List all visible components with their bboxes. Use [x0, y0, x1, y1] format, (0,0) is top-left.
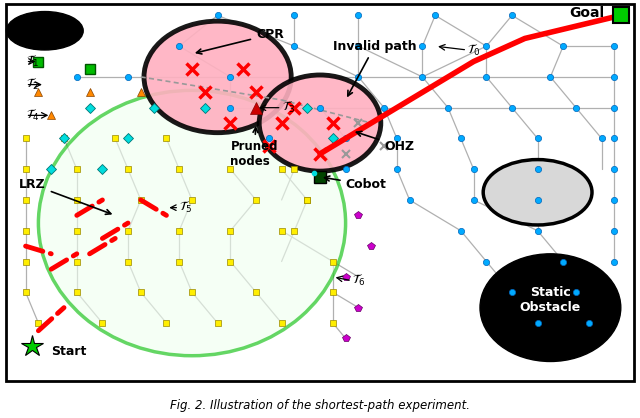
Ellipse shape [480, 254, 621, 362]
Circle shape [483, 160, 592, 225]
Text: Pruned
nodes: Pruned nodes [230, 127, 278, 168]
Text: Cobot: Cobot [324, 176, 387, 191]
Ellipse shape [259, 75, 381, 171]
Text: $\mathcal{T}_6$: $\mathcal{T}_6$ [352, 273, 365, 288]
Ellipse shape [144, 21, 291, 133]
Text: $\mathcal{T}_5$: $\mathcal{T}_5$ [179, 200, 193, 215]
Text: Invalid path: Invalid path [333, 40, 417, 96]
Text: $\mathcal{T}_3$: $\mathcal{T}_3$ [282, 100, 295, 115]
Text: OHZ: OHZ [356, 131, 414, 153]
Text: $\mathcal{T}_0$: $\mathcal{T}_0$ [467, 43, 481, 58]
Text: Goal: Goal [570, 6, 605, 20]
Ellipse shape [6, 12, 83, 50]
Text: LRZ: LRZ [19, 178, 111, 214]
Text: $\mathcal{T}_1$: $\mathcal{T}_1$ [26, 54, 39, 69]
Text: $\mathcal{T}_4$: $\mathcal{T}_4$ [26, 108, 39, 123]
Text: CPR: CPR [196, 28, 284, 54]
Text: Start: Start [51, 345, 86, 358]
Text: Static
Obstacle: Static Obstacle [520, 286, 581, 314]
Ellipse shape [38, 90, 346, 356]
Text: $\mathcal{T}_2$: $\mathcal{T}_2$ [26, 77, 38, 92]
Text: Fig. 2. Illustration of the shortest-path experiment.: Fig. 2. Illustration of the shortest-pat… [170, 399, 470, 412]
